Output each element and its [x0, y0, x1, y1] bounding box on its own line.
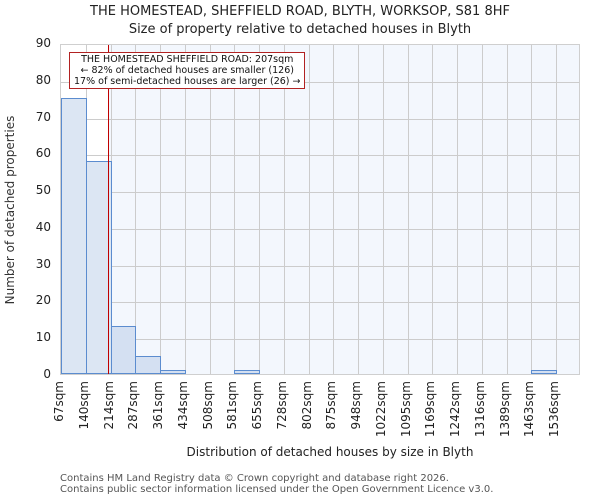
histogram-bar [61, 98, 87, 374]
x-tick-label: 508sqm [200, 381, 215, 430]
y-tick-label: 90 [35, 36, 51, 50]
histogram-bar [110, 326, 137, 374]
plot-area: THE HOMESTEAD SHEFFIELD ROAD: 207sqm ← 8… [60, 44, 580, 375]
x-tick-label: 1389sqm [497, 381, 512, 438]
h-gridline [61, 265, 579, 267]
x-tick-label: 140sqm [76, 381, 91, 430]
y-tick-label: 40 [35, 219, 51, 234]
v-gridline [457, 45, 459, 374]
y-axis-label: Number of detached properties [3, 115, 17, 305]
y-tick-label: 20 [35, 293, 51, 308]
x-tick-label: 581sqm [225, 381, 240, 430]
x-tick-label: 1169sqm [423, 381, 438, 438]
v-gridline [333, 45, 335, 374]
y-tick-label: 10 [35, 330, 51, 345]
annotation-line-1: THE HOMESTEAD SHEFFIELD ROAD: 207sqm [81, 54, 294, 65]
v-gridline [531, 45, 533, 374]
histogram-bar [531, 370, 558, 374]
v-gridline [160, 45, 162, 374]
v-gridline [506, 45, 508, 374]
footer-licence: Contains public sector information licen… [60, 484, 494, 495]
histogram-bar [234, 370, 261, 374]
x-tick-label: 361sqm [151, 381, 166, 430]
x-tick-label: 1095sqm [398, 381, 413, 438]
v-gridline [432, 45, 434, 374]
h-gridline [61, 155, 579, 157]
x-tick-label: 434sqm [175, 381, 190, 430]
v-gridline [259, 45, 261, 374]
h-gridline [61, 228, 579, 230]
h-gridline [61, 118, 579, 120]
histogram-bar [85, 160, 112, 374]
histogram-bar [135, 355, 162, 374]
x-tick-label: 67sqm [52, 381, 66, 422]
property-marker-line [108, 45, 110, 374]
chart-subtitle: Size of property relative to detached ho… [128, 22, 472, 37]
h-gridline [61, 302, 579, 304]
y-tick-label: 80 [35, 72, 51, 87]
v-gridline [135, 45, 137, 374]
v-gridline [308, 45, 310, 374]
x-tick-label: 1463sqm [522, 381, 537, 438]
v-gridline [283, 45, 285, 374]
highlight-region [108, 45, 579, 374]
v-gridline [556, 45, 558, 374]
footer-copyright: Contains HM Land Registry data © Crown c… [60, 473, 449, 484]
x-tick-label: 728sqm [274, 381, 289, 430]
x-tick-label: 1242sqm [448, 381, 463, 438]
y-tick-label: 60 [35, 146, 51, 161]
chart-title: THE HOMESTEAD, SHEFFIELD ROAD, BLYTH, WO… [90, 4, 510, 19]
annotation-line-3: 17% of semi-detached houses are larger (… [74, 76, 301, 87]
v-gridline [358, 45, 360, 374]
annotation-line-2: ← 82% of detached houses are smaller (12… [80, 65, 294, 76]
h-gridline [61, 339, 579, 341]
x-tick-label: 948sqm [349, 381, 364, 430]
histogram-bar [160, 370, 186, 374]
x-tick-label: 1022sqm [373, 381, 388, 438]
h-gridline [61, 81, 579, 83]
y-tick-label: 50 [35, 183, 51, 198]
x-tick-label: 214sqm [101, 381, 116, 430]
v-gridline [382, 45, 384, 374]
x-tick-label: 875sqm [324, 381, 339, 430]
y-tick-label: 0 [43, 367, 51, 381]
v-gridline [209, 45, 211, 374]
v-gridline [234, 45, 236, 374]
annotation-box: THE HOMESTEAD SHEFFIELD ROAD: 207sqm ← 8… [69, 52, 306, 89]
v-gridline [407, 45, 409, 374]
y-tick-label: 30 [35, 256, 51, 271]
h-gridline [61, 192, 579, 194]
v-gridline [184, 45, 186, 374]
x-tick-label: 1536sqm [547, 381, 562, 438]
x-tick-label: 1316sqm [472, 381, 487, 438]
x-tick-label: 802sqm [299, 381, 314, 430]
x-axis-label: Distribution of detached houses by size … [186, 445, 474, 459]
x-tick-label: 655sqm [250, 381, 265, 430]
v-gridline [481, 45, 483, 374]
x-tick-label: 287sqm [126, 381, 141, 430]
y-tick-label: 70 [35, 109, 51, 124]
